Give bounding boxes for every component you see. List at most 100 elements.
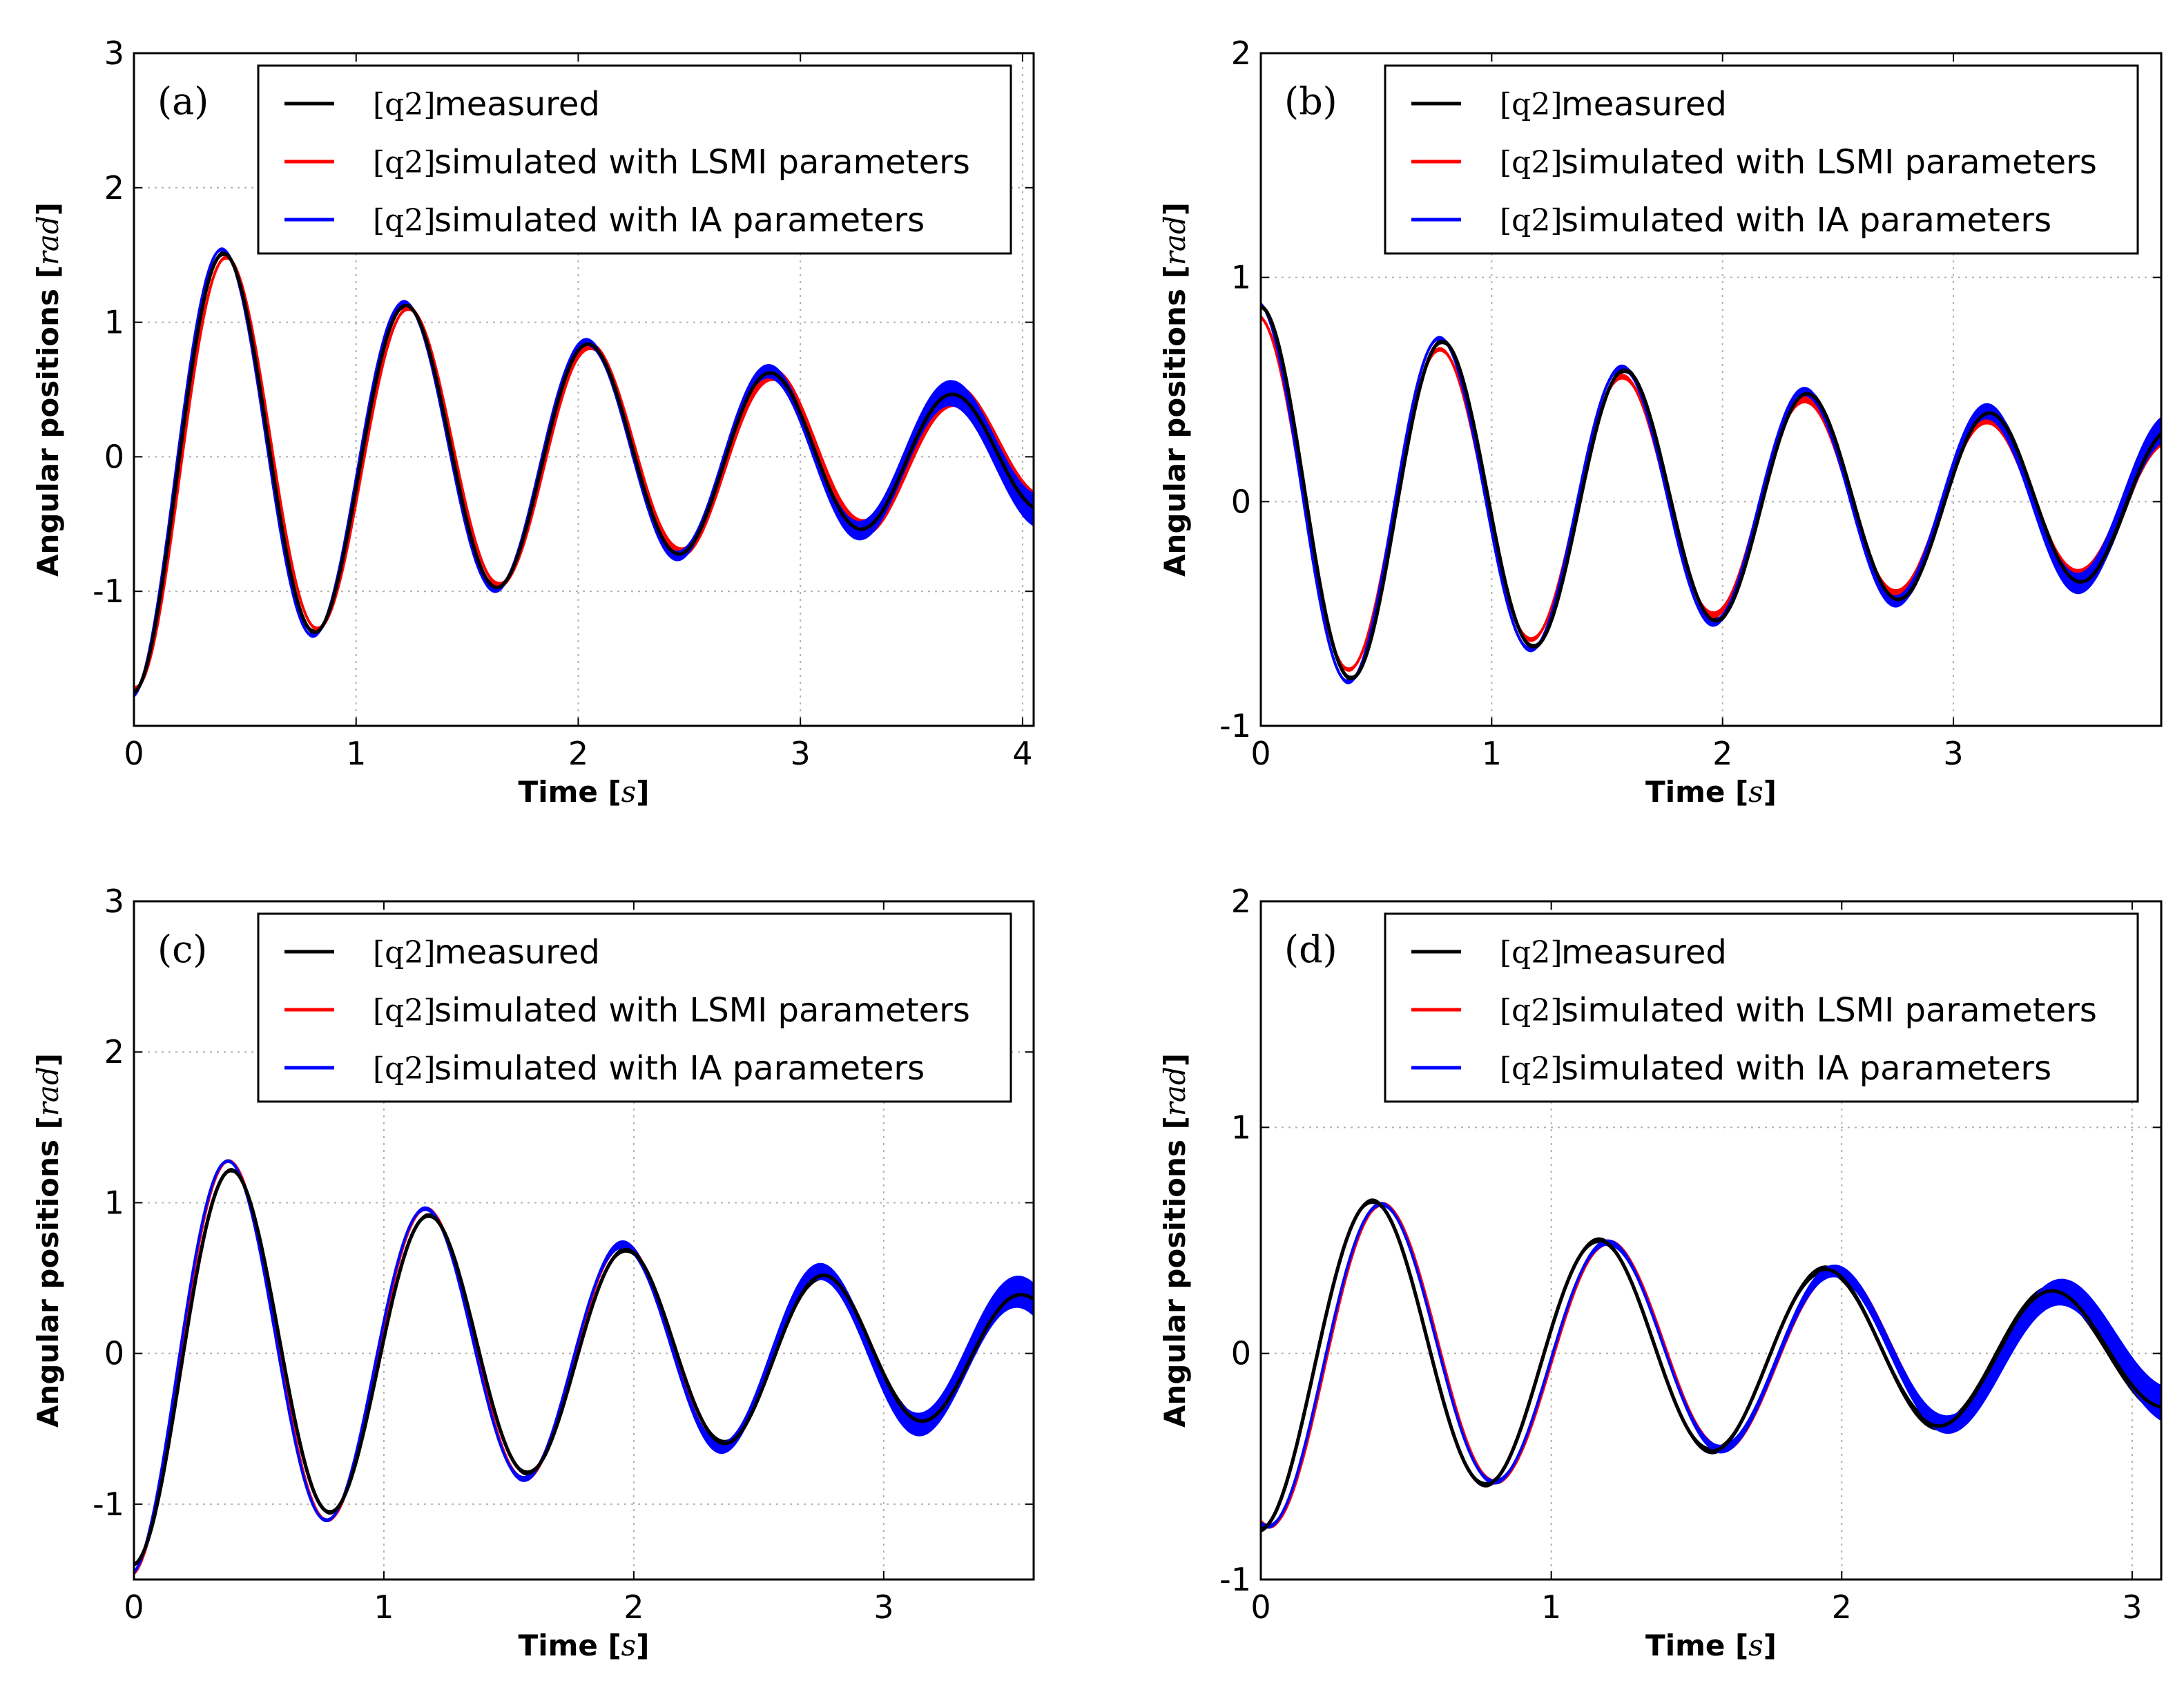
y-axis-title-1: Angular positions [rad] (1158, 202, 1192, 577)
x-tick-label-2-2: 2 (624, 1588, 644, 1626)
legend-box-2 (257, 912, 1012, 1103)
legend-label-1-0: measured (1561, 85, 1727, 124)
legend-symbol-1-0: [q2] (1500, 87, 1563, 122)
x-tick-label-2-1: 1 (374, 1588, 394, 1626)
legend-symbol-2-1: [q2] (373, 993, 436, 1028)
y-axis-title-0: Angular positions [rad] (31, 202, 65, 577)
y-tick-label-0-3: 2 (104, 169, 124, 207)
y-tick-label-0-1: 0 (104, 438, 124, 475)
legend-label-1-2: simulated with IA parameters (1561, 201, 2051, 240)
y-tick-label-2-0: -1 (93, 1486, 124, 1523)
y-axis-title-text-1: Angular positions (1158, 289, 1192, 577)
legend-label-1-1: simulated with LSMI parameters (1561, 143, 2097, 182)
y-axis-title-close-1: ] (1158, 202, 1192, 215)
x-axis-title-text-3: Time (1645, 1629, 1725, 1662)
x-axis-title-close-1: ] (1763, 775, 1777, 809)
x-tick-label-0-1: 1 (346, 735, 366, 772)
legend-label-2-1: simulated with LSMI parameters (434, 991, 970, 1030)
y-axis-title-unit-3: rad (1158, 1066, 1192, 1116)
x-axis-title-text-2: Time (519, 1629, 598, 1662)
x-axis-title-unit-2: s (621, 1629, 637, 1662)
x-axis-title-unit-3: s (1748, 1629, 1763, 1662)
x-axis-title-text-1: Time (1645, 775, 1725, 809)
x-tick-label-0-2: 2 (568, 735, 588, 772)
x-axis-title-unit-0: s (621, 775, 637, 809)
legend-symbol-2-0: [q2] (373, 935, 436, 970)
x-axis-title-1: Time [s] (1645, 775, 1777, 809)
x-axis-title-close-2: ] (636, 1629, 649, 1662)
x-axis-title-open-2: [ (598, 1629, 621, 1662)
legend-symbol-1-1: [q2] (1500, 145, 1563, 180)
legend-box-3 (1384, 912, 2139, 1103)
x-axis-title-open-0: [ (598, 775, 621, 809)
x-tick-label-1-2: 2 (1712, 735, 1732, 772)
legend-symbol-1-2: [q2] (1500, 203, 1563, 238)
legend-label-0-0: measured (434, 85, 600, 124)
y-axis-title-open-1: [ (1158, 265, 1192, 289)
y-axis-title-text-0: Angular positions (31, 289, 65, 577)
y-tick-label-2-1: 0 (104, 1335, 124, 1372)
series-line-3-2 (1261, 1202, 2161, 1528)
x-axis-title-2: Time [s] (519, 1629, 650, 1662)
y-tick-label-2-4: 3 (104, 883, 124, 920)
x-axis-title-text-0: Time (519, 775, 598, 809)
legend-symbol-3-2: [q2] (1500, 1051, 1563, 1086)
legend-label-2-2: simulated with IA parameters (434, 1049, 925, 1088)
legend-label-3-1: simulated with LSMI parameters (1561, 991, 2097, 1030)
x-tick-label-1-0: 0 (1250, 735, 1270, 772)
x-axis-title-close-0: ] (636, 775, 649, 809)
series-line-2-2 (134, 1160, 1034, 1574)
legend-symbol-0-1: [q2] (373, 145, 436, 180)
y-tick-label-1-2: 1 (1231, 259, 1251, 296)
x-tick-label-0-3: 3 (791, 735, 811, 772)
panel-label-0: (a) (157, 79, 209, 123)
y-tick-label-2-3: 2 (104, 1033, 124, 1070)
legend-symbol-2-2: [q2] (373, 1051, 436, 1086)
y-tick-label-3-1: 0 (1231, 1335, 1251, 1372)
y-axis-title-close-0: ] (31, 202, 65, 215)
y-axis-title-text-2: Angular positions (31, 1140, 65, 1428)
y-tick-label-1-0: -1 (1219, 707, 1251, 745)
y-tick-label-3-3: 2 (1231, 883, 1251, 920)
series-line-measured-top-2 (134, 1168, 1034, 1566)
y-axis-title-open-2: [ (31, 1116, 65, 1140)
x-tick-label-3-3: 3 (2122, 1588, 2142, 1626)
legend-label-0-1: simulated with LSMI parameters (434, 143, 970, 182)
y-axis-title-unit-1: rad (1158, 215, 1192, 265)
plot-frame-0 (133, 52, 1035, 727)
legend-box-1 (1384, 64, 2139, 255)
legend-label-3-0: measured (1561, 933, 1727, 972)
x-tick-label-3-1: 1 (1541, 1588, 1561, 1626)
y-axis-title-text-3: Angular positions (1158, 1140, 1192, 1428)
plot-frame-2 (133, 900, 1035, 1581)
x-tick-label-1-1: 1 (1482, 735, 1502, 772)
x-tick-label-2-0: 0 (124, 1588, 144, 1626)
x-tick-label-0-0: 0 (124, 735, 144, 772)
series-line-1-2 (1261, 303, 2161, 684)
panel-label-3: (d) (1284, 928, 1337, 971)
x-tick-label-3-2: 2 (1832, 1588, 1852, 1626)
x-tick-label-0-4: 4 (1012, 735, 1032, 772)
series-line-measured-top-0 (134, 251, 1034, 694)
y-tick-label-0-4: 3 (104, 35, 124, 72)
y-axis-title-open-0: [ (31, 265, 65, 289)
legend-label-0-2: simulated with IA parameters (434, 201, 925, 240)
y-tick-label-3-2: 1 (1231, 1108, 1251, 1146)
x-axis-title-unit-1: s (1748, 775, 1763, 809)
y-axis-title-2: Angular positions [rad] (31, 1053, 65, 1428)
x-axis-title-close-3: ] (1763, 1629, 1777, 1662)
legend-label-3-2: simulated with IA parameters (1561, 1049, 2051, 1088)
x-axis-title-0: Time [s] (519, 775, 650, 809)
y-tick-label-1-1: 0 (1231, 483, 1251, 520)
y-axis-title-unit-2: rad (31, 1066, 65, 1116)
series-line-measured-top-3 (1261, 1199, 2161, 1532)
y-axis-title-close-3: ] (1158, 1053, 1192, 1066)
x-tick-label-2-3: 3 (873, 1588, 893, 1626)
y-tick-label-1-3: 2 (1231, 35, 1251, 72)
y-tick-label-2-2: 1 (104, 1184, 124, 1221)
y-axis-title-unit-0: rad (31, 215, 65, 265)
